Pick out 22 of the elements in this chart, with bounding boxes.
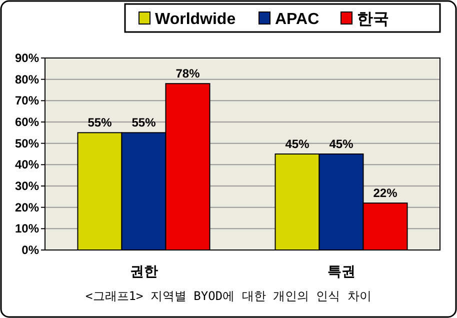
- data-label: 22%: [373, 186, 398, 200]
- y-tick-label: 60%: [14, 115, 40, 129]
- y-tick-label: 20%: [14, 200, 40, 214]
- data-label: 45%: [285, 137, 310, 151]
- legend-label: 한국: [357, 11, 389, 28]
- data-label: 78%: [176, 66, 200, 81]
- data-label: 45%: [329, 137, 354, 151]
- y-tick-label: 0%: [22, 243, 40, 257]
- text: <그래프1> 지역별 BYOD에 대한 개인의 인식 차이: [86, 289, 372, 303]
- y-tick-label: 10%: [14, 222, 40, 236]
- y-tick-label: 80%: [14, 72, 40, 86]
- y-tick-label: 30%: [14, 179, 40, 193]
- y-tick-label: 50%: [14, 136, 40, 150]
- data-label: 55%: [88, 116, 112, 130]
- y-tick-label: 40%: [14, 158, 40, 172]
- x-tick-label: 권한: [130, 263, 158, 279]
- y-tick-label: 90%: [14, 51, 40, 65]
- legend-label: APAC: [275, 11, 320, 28]
- legend-label: Worldwide: [155, 11, 236, 28]
- y-tick-label: 70%: [14, 94, 40, 108]
- data-label: 55%: [132, 116, 156, 130]
- x-tick-label: 특권: [327, 263, 356, 279]
